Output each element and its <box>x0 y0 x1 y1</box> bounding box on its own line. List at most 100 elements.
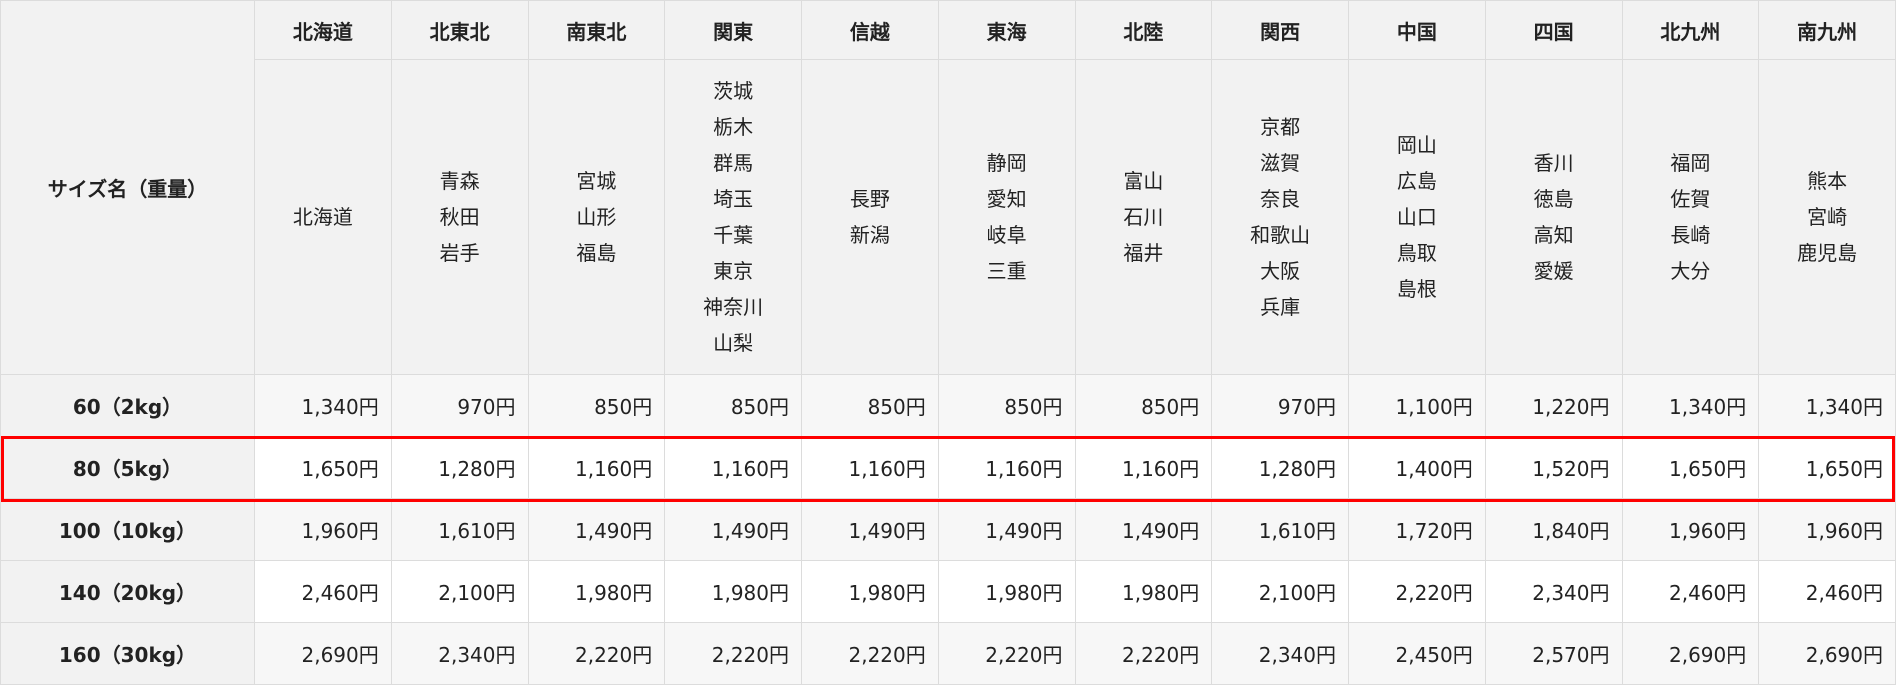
price-cell: 2,690円 <box>1758 622 1896 685</box>
price-cell: 2,690円 <box>1621 622 1760 685</box>
price-cell: 1,520円 <box>1484 436 1623 499</box>
prefecture-name: 山口 <box>1396 205 1437 229</box>
prefecture-name: 東京 <box>713 259 754 283</box>
price-cell: 1,220円 <box>1484 374 1623 437</box>
prefecture-name: 茨城 <box>713 79 754 103</box>
price-cell: 1,280円 <box>390 436 529 499</box>
prefecture-name: 長野 <box>849 187 890 211</box>
prefecture-list: 岡山 広島 山口 鳥取 島根 <box>1348 59 1486 375</box>
region-header: 関西 <box>1211 0 1349 60</box>
price-cell: 1,650円 <box>1758 436 1896 499</box>
price-cell: 2,100円 <box>390 560 529 623</box>
price-cell: 2,570円 <box>1484 622 1623 685</box>
price-cell: 850円 <box>801 374 939 437</box>
prefecture-name: 佐賀 <box>1670 187 1711 211</box>
prefecture-name: 滋賀 <box>1260 151 1301 175</box>
price-cell: 2,690円 <box>254 622 392 685</box>
prefecture-name: 愛知 <box>986 187 1027 211</box>
prefecture-name: 香川 <box>1533 151 1574 175</box>
prefecture-name: 岐阜 <box>986 223 1027 247</box>
price-cell: 1,280円 <box>1211 436 1349 499</box>
price-cell: 850円 <box>937 374 1076 437</box>
price-cell: 1,840円 <box>1484 498 1623 561</box>
prefecture-name: 宮崎 <box>1807 205 1848 229</box>
table-row: 60（2kg） 1,340円 970円 850円 850円 850円 850円 850円 970… <box>0 374 1896 437</box>
price-cell: 850円 <box>527 374 666 437</box>
prefecture-name: 宮城 <box>576 169 617 193</box>
prefecture-list: 静岡 愛知 岐阜 三重 <box>937 59 1076 375</box>
price-cell: 1,490円 <box>527 498 666 561</box>
table-row: 160（30kg） 2,690円 2,340円 2,220円 2,220円 2,220円 2… <box>0 622 1896 685</box>
prefecture-name: 福井 <box>1123 241 1164 265</box>
prefecture-name: 大分 <box>1670 259 1711 283</box>
price-cell: 1,960円 <box>254 498 392 561</box>
prefecture-list: 香川 徳島 高知 愛媛 <box>1484 59 1623 375</box>
prefecture-name: 徳島 <box>1533 187 1574 211</box>
prefecture-list: 宮城 山形 福島 <box>527 59 666 375</box>
price-cell: 1,160円 <box>801 436 939 499</box>
prefecture-name: 長崎 <box>1670 223 1711 247</box>
price-cell: 1,160円 <box>664 436 802 499</box>
price-cell: 2,340円 <box>390 622 529 685</box>
size-label: 100（10kg） <box>0 498 255 561</box>
table-row-highlighted: 80（5kg） 1,650円 1,280円 1,160円 1,160円 1,160円 1,1… <box>0 436 1896 499</box>
prefecture-name: 富山 <box>1123 169 1164 193</box>
price-cell: 2,450円 <box>1348 622 1486 685</box>
price-cell: 2,460円 <box>1621 560 1760 623</box>
prefecture-name: 熊本 <box>1807 169 1848 193</box>
prefecture-list: 北海道 <box>254 59 392 375</box>
prefecture-name: 北海道 <box>292 205 353 229</box>
price-cell: 1,980円 <box>801 560 939 623</box>
price-cell: 2,220円 <box>1074 622 1213 685</box>
prefecture-list: 青森 秋田 岩手 <box>390 59 529 375</box>
size-label: 80（5kg） <box>0 436 255 499</box>
prefecture-name: 秋田 <box>439 205 480 229</box>
prefecture-name: 京都 <box>1260 115 1301 139</box>
prefecture-list: 富山 石川 福井 <box>1074 59 1213 375</box>
region-header: 南東北 <box>527 0 666 60</box>
prefecture-name: 石川 <box>1123 205 1164 229</box>
prefecture-name: 奈良 <box>1260 187 1301 211</box>
prefecture-name: 山形 <box>576 205 617 229</box>
prefecture-name: 埼玉 <box>713 187 754 211</box>
region-header: 北九州 <box>1621 0 1760 60</box>
prefecture-list: 茨城 栃木 群馬 埼玉 千葉 東京 神奈川 山梨 <box>664 59 802 375</box>
price-cell: 1,160円 <box>1074 436 1213 499</box>
price-cell: 1,960円 <box>1758 498 1896 561</box>
region-header: 南九州 <box>1758 0 1896 60</box>
prefecture-name: 群馬 <box>713 151 754 175</box>
size-label: 140（20kg） <box>0 560 255 623</box>
region-header: 東海 <box>937 0 1076 60</box>
region-header: 四国 <box>1484 0 1623 60</box>
price-cell: 1,100円 <box>1348 374 1486 437</box>
price-cell: 1,980円 <box>937 560 1076 623</box>
price-cell: 970円 <box>390 374 529 437</box>
size-label: 160（30kg） <box>0 622 255 685</box>
prefecture-name: 岩手 <box>439 241 480 265</box>
prefecture-name: 新潟 <box>849 223 890 247</box>
price-cell: 1,340円 <box>1621 374 1760 437</box>
region-header: 信越 <box>801 0 939 60</box>
price-cell: 1,650円 <box>254 436 392 499</box>
prefecture-list: 長野 新潟 <box>801 59 939 375</box>
prefecture-name: 神奈川 <box>703 295 764 319</box>
prefecture-name: 愛媛 <box>1533 259 1574 283</box>
region-header-row: サイズ名（重量） 北海道 北東北 南東北 関東 信越 東海 北陸 関西 中国 四国 北九州 南九州 <box>0 0 1896 375</box>
price-cell: 2,460円 <box>1758 560 1896 623</box>
prefecture-name: 三重 <box>986 259 1027 283</box>
price-cell: 850円 <box>664 374 802 437</box>
price-cell: 1,650円 <box>1621 436 1760 499</box>
prefecture-name: 静岡 <box>986 151 1027 175</box>
price-cell: 1,610円 <box>390 498 529 561</box>
price-cell: 1,960円 <box>1621 498 1760 561</box>
price-cell: 2,220円 <box>1348 560 1486 623</box>
price-cell: 1,720円 <box>1348 498 1486 561</box>
price-cell: 850円 <box>1074 374 1213 437</box>
price-cell: 2,220円 <box>937 622 1076 685</box>
price-cell: 1,340円 <box>1758 374 1896 437</box>
price-cell: 1,160円 <box>937 436 1076 499</box>
size-label: 60（2kg） <box>0 374 255 437</box>
price-cell: 1,980円 <box>1074 560 1213 623</box>
prefecture-name: 大阪 <box>1260 259 1301 283</box>
table-row: 140（20kg） 2,460円 2,100円 1,980円 1,980円 1,980円 1… <box>0 560 1896 623</box>
